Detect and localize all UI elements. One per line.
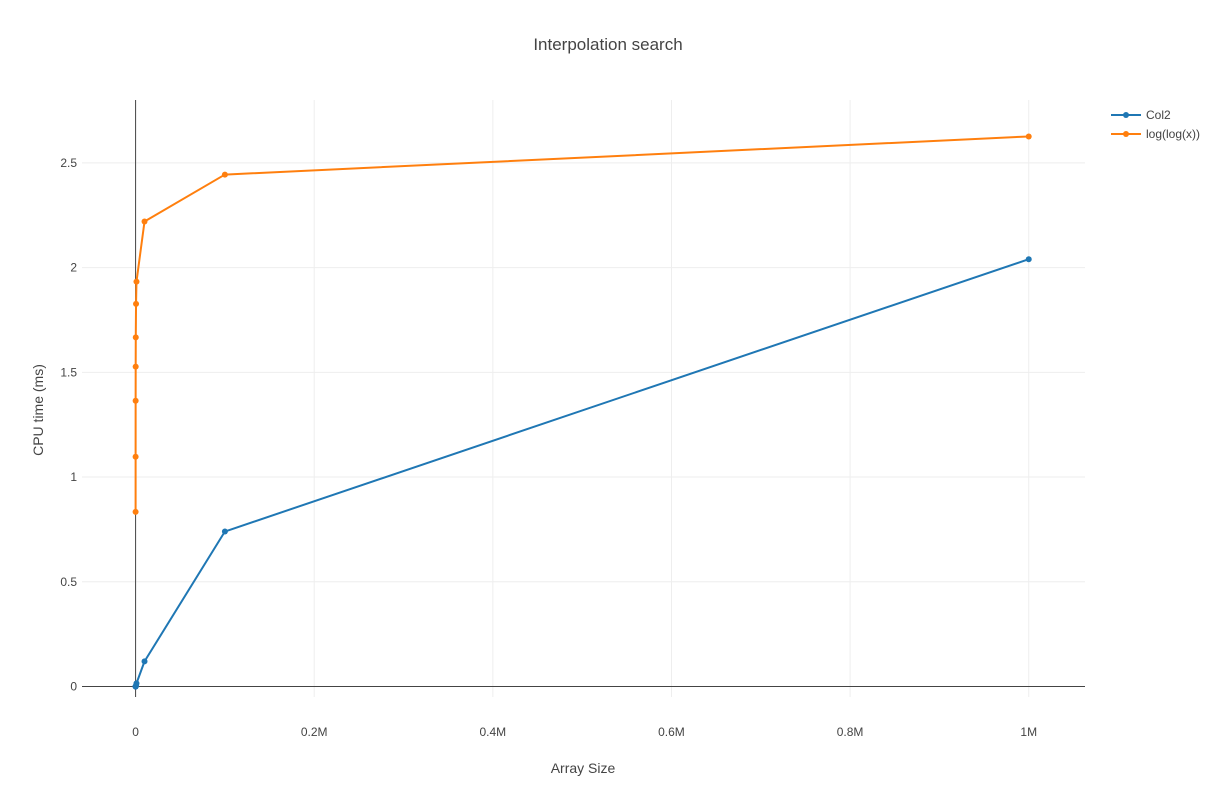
x-tick-label: 1M [1020,725,1037,739]
grid [82,100,1085,697]
legend-label: log(log(x)) [1146,127,1200,141]
data-point[interactable] [221,171,228,178]
series-0 [132,256,1032,690]
y-axis-ticks: 0 0.5 1 1.5 2 2.5 [60,156,77,694]
x-axis-ticks: 0 0.2M 0.4M 0.6M 0.8M 1M [132,725,1037,739]
data-point[interactable] [132,334,139,341]
x-axis-title: Array Size [551,760,616,776]
y-tick-label: 2.5 [60,156,77,170]
data-point[interactable] [141,218,148,225]
plot-area [132,133,1032,690]
x-tick-label: 0.6M [658,725,685,739]
y-axis-title: CPU time (ms) [30,364,46,456]
y-tick-label: 1.5 [60,365,77,379]
x-tick-label: 0.8M [837,725,864,739]
data-point[interactable] [1025,256,1032,263]
legend-marker [1123,112,1129,118]
data-point[interactable] [1025,133,1032,140]
x-tick-label: 0.4M [480,725,507,739]
legend-label: Col2 [1146,108,1171,122]
series-line [134,258,1030,688]
data-point[interactable] [132,363,139,370]
legend-item[interactable]: log(log(x)) [1111,127,1200,141]
series-line [134,135,1029,512]
legend-item[interactable]: Col2 [1111,108,1171,122]
y-tick-label: 0.5 [60,575,77,589]
y-tick-label: 1 [70,470,77,484]
data-point[interactable] [133,300,140,307]
legend-marker [1123,131,1129,137]
chart-title: Interpolation search [533,35,682,54]
data-point[interactable] [132,508,139,515]
x-tick-label: 0.2M [301,725,328,739]
x-tick-label: 0 [132,725,139,739]
data-point[interactable] [132,397,139,404]
data-point[interactable] [132,453,139,460]
axes [82,100,1085,697]
data-point[interactable] [221,528,228,535]
y-tick-label: 2 [70,261,77,275]
data-point[interactable] [133,278,140,285]
data-point[interactable] [141,658,148,665]
y-tick-label: 0 [70,680,77,694]
legend[interactable]: Col2 log(log(x)) [1111,108,1200,141]
data-point[interactable] [133,680,140,687]
series-1 [132,133,1032,515]
